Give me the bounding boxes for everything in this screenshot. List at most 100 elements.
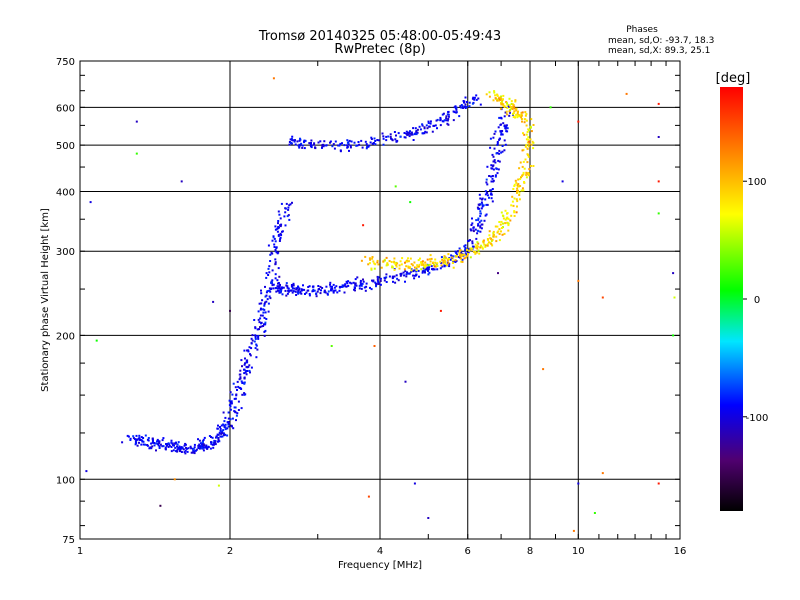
echo-point-o xyxy=(470,229,473,232)
noise-point xyxy=(672,272,675,275)
echo-point-o xyxy=(475,219,478,222)
colorbar-label: [deg] xyxy=(716,71,751,86)
echo-point-o xyxy=(199,446,202,449)
echo-point-o xyxy=(170,446,173,448)
echo-point-x xyxy=(486,244,489,247)
echo-point-x xyxy=(518,198,521,201)
echo-point-o xyxy=(477,217,480,220)
echo-point-x xyxy=(530,165,532,167)
echo-point-o xyxy=(315,292,318,295)
echo-point-o xyxy=(329,283,331,286)
echo-point-o xyxy=(229,418,232,421)
echo-point-o xyxy=(362,280,365,283)
echo-point-o xyxy=(139,438,141,441)
echo-point-o xyxy=(478,193,481,196)
echo-point-o xyxy=(297,289,300,292)
echo-point-o xyxy=(391,275,394,278)
echo-point-o xyxy=(291,201,293,204)
echo-point-o xyxy=(274,228,277,231)
echo-point-o xyxy=(127,435,130,438)
echo-point-o xyxy=(294,139,296,142)
echo-point-o xyxy=(500,133,503,136)
colorbar-tick-label: 100 xyxy=(747,177,766,188)
echo-point-o xyxy=(285,294,288,297)
echo-point-o xyxy=(331,287,334,290)
echo-point-o xyxy=(432,124,435,127)
echo-point-x xyxy=(500,211,503,214)
echo-point-x xyxy=(527,138,530,141)
echo-point-o xyxy=(477,223,480,226)
echo-point-o xyxy=(279,225,282,228)
echo-point-o xyxy=(356,276,359,279)
echo-point-o xyxy=(173,442,176,445)
echo-point-o xyxy=(391,277,394,280)
echo-point-o xyxy=(406,271,408,274)
echo-point-x xyxy=(481,246,484,249)
echo-point-o xyxy=(217,424,219,427)
echo-point-o xyxy=(206,447,209,450)
echo-point-o xyxy=(267,267,270,270)
echo-point-o xyxy=(282,286,285,289)
echo-point-o xyxy=(506,130,509,133)
echo-point-o xyxy=(254,334,257,337)
echo-point-x xyxy=(382,260,385,263)
echo-point-o xyxy=(346,146,349,149)
echo-point-x xyxy=(374,263,377,266)
echo-point-o xyxy=(150,442,153,445)
echo-point-o xyxy=(395,134,397,137)
echo-point-x xyxy=(463,253,466,256)
echo-point-o xyxy=(495,167,498,170)
echo-point-o xyxy=(429,120,432,123)
echo-point-o xyxy=(256,328,259,331)
echo-point-o xyxy=(297,292,300,295)
echo-point-o xyxy=(274,240,277,243)
echo-point-o xyxy=(496,143,499,146)
noise-point xyxy=(229,309,231,312)
echo-point-o xyxy=(377,139,380,142)
echo-point-x xyxy=(416,264,419,267)
echo-point-o xyxy=(279,217,282,220)
echo-point-o xyxy=(289,138,292,141)
echo-point-o xyxy=(493,132,496,135)
echo-point-o xyxy=(178,447,181,450)
echo-point-o xyxy=(179,447,182,450)
echo-point-o xyxy=(431,130,434,133)
echo-point-o xyxy=(421,123,424,126)
echo-point-o xyxy=(250,342,253,345)
echo-point-x xyxy=(499,223,502,226)
echo-point-x xyxy=(479,246,482,249)
echo-point-x xyxy=(444,261,447,263)
echo-point-o xyxy=(237,400,240,403)
echo-point-x xyxy=(525,176,528,179)
echo-point-x xyxy=(527,136,530,139)
echo-point-o xyxy=(260,302,263,305)
echo-point-o xyxy=(491,200,494,203)
echo-point-o xyxy=(447,110,450,113)
echo-point-x xyxy=(508,97,511,100)
echo-point-o xyxy=(298,146,301,149)
echo-point-o xyxy=(308,285,311,288)
echo-point-x xyxy=(398,267,401,270)
echo-point-o xyxy=(440,256,443,259)
echo-point-o xyxy=(140,443,143,446)
echo-point-o xyxy=(248,369,251,372)
echo-point-o xyxy=(501,130,504,132)
echo-point-o xyxy=(153,442,156,444)
echo-point-o xyxy=(170,439,173,442)
echo-point-x xyxy=(516,200,519,203)
echo-point-o xyxy=(494,130,497,133)
echo-point-o xyxy=(236,412,239,415)
echo-point-o xyxy=(147,439,150,442)
echo-point-o xyxy=(172,449,175,452)
echo-point-o xyxy=(307,286,310,288)
echo-point-o xyxy=(137,437,140,440)
y-tick-label: 400 xyxy=(56,187,75,198)
echo-point-o xyxy=(433,268,436,271)
echo-point-o xyxy=(228,399,231,402)
noise-point xyxy=(159,504,162,507)
echo-point-o xyxy=(479,103,482,106)
echo-point-o xyxy=(506,127,509,130)
echo-point-o xyxy=(316,290,319,293)
echo-point-o xyxy=(385,139,388,142)
echo-point-x xyxy=(500,95,503,98)
